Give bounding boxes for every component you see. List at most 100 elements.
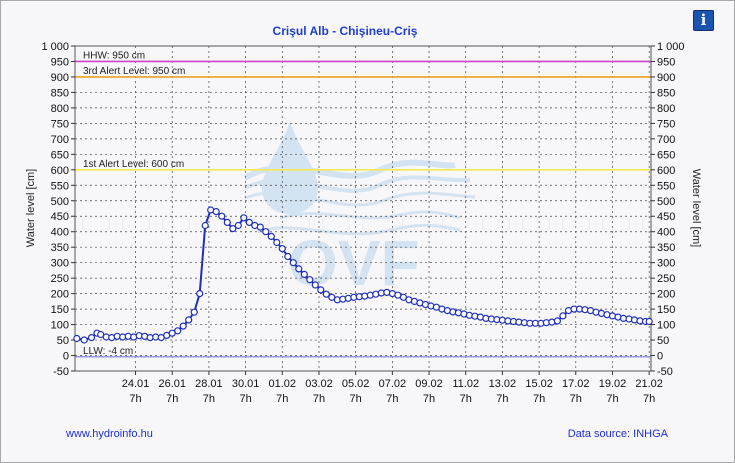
data-point bbox=[383, 288, 391, 296]
y-tick-label-left: 200 bbox=[51, 289, 69, 301]
x-tick-hour: 7h bbox=[496, 393, 508, 405]
data-point bbox=[300, 270, 308, 278]
threshold-label: 3rd Alert Level: 950 cm bbox=[83, 66, 185, 77]
y-tick-label-right: 550 bbox=[657, 180, 675, 192]
footer-data-source: Data source: INHGA bbox=[568, 428, 669, 440]
y-tick-label-right: 750 bbox=[657, 118, 675, 130]
y-tick-label-right: 500 bbox=[657, 196, 675, 208]
x-tick-hour: 7h bbox=[423, 393, 435, 405]
y-axis-label-left: Water level [cm] bbox=[25, 169, 37, 247]
y-tick-label-right: 400 bbox=[657, 227, 675, 239]
x-tick-date: 09.02 bbox=[415, 378, 443, 390]
y-tick-label-left: 500 bbox=[51, 196, 69, 208]
x-axis-ticks: 24.01 7h 26.01 7h 28.01 7h 30.01 7h 01.02 7h 03.02… bbox=[122, 371, 663, 405]
data-point bbox=[645, 317, 653, 326]
x-tick-date: 28.01 bbox=[195, 378, 223, 390]
x-tick-hour: 7h bbox=[313, 393, 325, 405]
data-point bbox=[240, 214, 248, 222]
footer-source-website[interactable]: www.hydroinfo.hu bbox=[65, 428, 153, 440]
data-point bbox=[559, 312, 567, 320]
x-tick-hour: 7h bbox=[643, 393, 655, 405]
x-tick-hour: 7h bbox=[460, 393, 472, 405]
y-tick-label-left: 900 bbox=[51, 72, 69, 84]
data-point bbox=[201, 221, 209, 230]
y-tick-label-right: 450 bbox=[657, 211, 675, 223]
y-tick-label-left: 950 bbox=[51, 56, 69, 68]
data-point bbox=[229, 225, 237, 233]
x-tick-hour: 7h bbox=[203, 393, 215, 405]
x-tick-date: 03.02 bbox=[305, 378, 333, 390]
plot-area-border bbox=[74, 45, 652, 372]
y-tick-label-right: 850 bbox=[657, 87, 675, 99]
y-tick-label-right: -50 bbox=[657, 366, 673, 378]
y-tick-label-left: -50 bbox=[53, 366, 69, 378]
y-tick-label-left: 150 bbox=[51, 304, 69, 316]
data-point bbox=[190, 308, 198, 316]
y-tick-label-right: 650 bbox=[657, 149, 675, 161]
y-axis-label-right: Water level [cm] bbox=[690, 169, 702, 247]
data-point bbox=[196, 290, 204, 298]
data-point bbox=[553, 317, 562, 325]
data-point bbox=[174, 327, 182, 335]
data-point bbox=[256, 223, 264, 231]
data-point bbox=[234, 221, 242, 230]
y-axis-right-ticks: -50 0 50 100 150 200 250 300 350 400 450 500 550 600 6… bbox=[651, 41, 685, 378]
data-point bbox=[284, 252, 292, 261]
y-tick-label-right: 950 bbox=[657, 56, 675, 68]
y-tick-label-right: 1 000 bbox=[657, 41, 685, 53]
x-tick-date: 11.02 bbox=[452, 378, 479, 390]
y-tick-label-left: 850 bbox=[51, 87, 69, 99]
y-tick-label-left: 350 bbox=[51, 242, 69, 254]
y-tick-label-right: 800 bbox=[657, 103, 675, 115]
x-tick-hour: 7h bbox=[606, 393, 618, 405]
chart-title: Crişul Alb - Chişineu-Criş bbox=[273, 24, 418, 38]
threshold-label: LLW: -4 cm bbox=[83, 346, 133, 357]
data-point bbox=[322, 290, 330, 298]
threshold-label: HHW: 950 cm bbox=[83, 50, 145, 61]
y-tick-label-left: 1 000 bbox=[41, 41, 69, 53]
y-tick-label-right: 200 bbox=[657, 289, 675, 301]
y-tick-label-left: 650 bbox=[51, 149, 69, 161]
y-tick-label-left: 700 bbox=[51, 134, 69, 146]
y-tick-label-right: 250 bbox=[657, 273, 675, 285]
data-point bbox=[289, 259, 297, 267]
data-point bbox=[262, 228, 270, 236]
y-tick-label-left: 250 bbox=[51, 273, 69, 285]
data-point bbox=[245, 218, 253, 226]
water-level-series bbox=[73, 206, 653, 344]
data-point bbox=[223, 218, 231, 226]
x-tick-date: 30.01 bbox=[232, 378, 260, 390]
x-tick-hour: 7h bbox=[129, 393, 141, 405]
chart-grid bbox=[75, 46, 651, 371]
info-button[interactable]: i bbox=[693, 10, 714, 31]
data-point bbox=[179, 322, 187, 330]
y-tick-label-right: 350 bbox=[657, 242, 675, 254]
data-point bbox=[218, 212, 226, 220]
alert-level-lines: HHW: 950 cm 3rd Alert Level: 950 cm 1st Al… bbox=[75, 50, 651, 358]
y-tick-label-left: 600 bbox=[51, 165, 69, 177]
y-tick-label-right: 150 bbox=[657, 304, 675, 316]
data-point bbox=[212, 208, 220, 216]
data-point bbox=[73, 334, 81, 343]
data-point bbox=[278, 245, 286, 253]
y-tick-label-left: 750 bbox=[51, 118, 69, 130]
x-tick-date: 15.02 bbox=[525, 378, 553, 390]
x-tick-hour: 7h bbox=[166, 393, 178, 405]
x-tick-date: 21.02 bbox=[635, 378, 663, 390]
y-tick-label-left: 100 bbox=[51, 320, 69, 332]
y-tick-label-right: 300 bbox=[657, 258, 675, 270]
y-tick-label-left: 550 bbox=[51, 180, 69, 192]
data-point bbox=[80, 336, 88, 344]
x-tick-hour: 7h bbox=[386, 393, 398, 405]
y-tick-label-right: 50 bbox=[657, 335, 669, 347]
ovf-watermark-logo: OVF bbox=[243, 122, 476, 299]
data-point bbox=[267, 232, 275, 240]
x-tick-date: 01.02 bbox=[269, 378, 297, 390]
y-tick-label-left: 400 bbox=[51, 227, 69, 239]
y-tick-label-right: 600 bbox=[657, 165, 675, 177]
x-tick-date: 24.01 bbox=[122, 378, 150, 390]
x-tick-date: 05.02 bbox=[342, 378, 370, 390]
y-tick-label-left: 800 bbox=[51, 103, 69, 115]
data-point bbox=[185, 316, 193, 324]
